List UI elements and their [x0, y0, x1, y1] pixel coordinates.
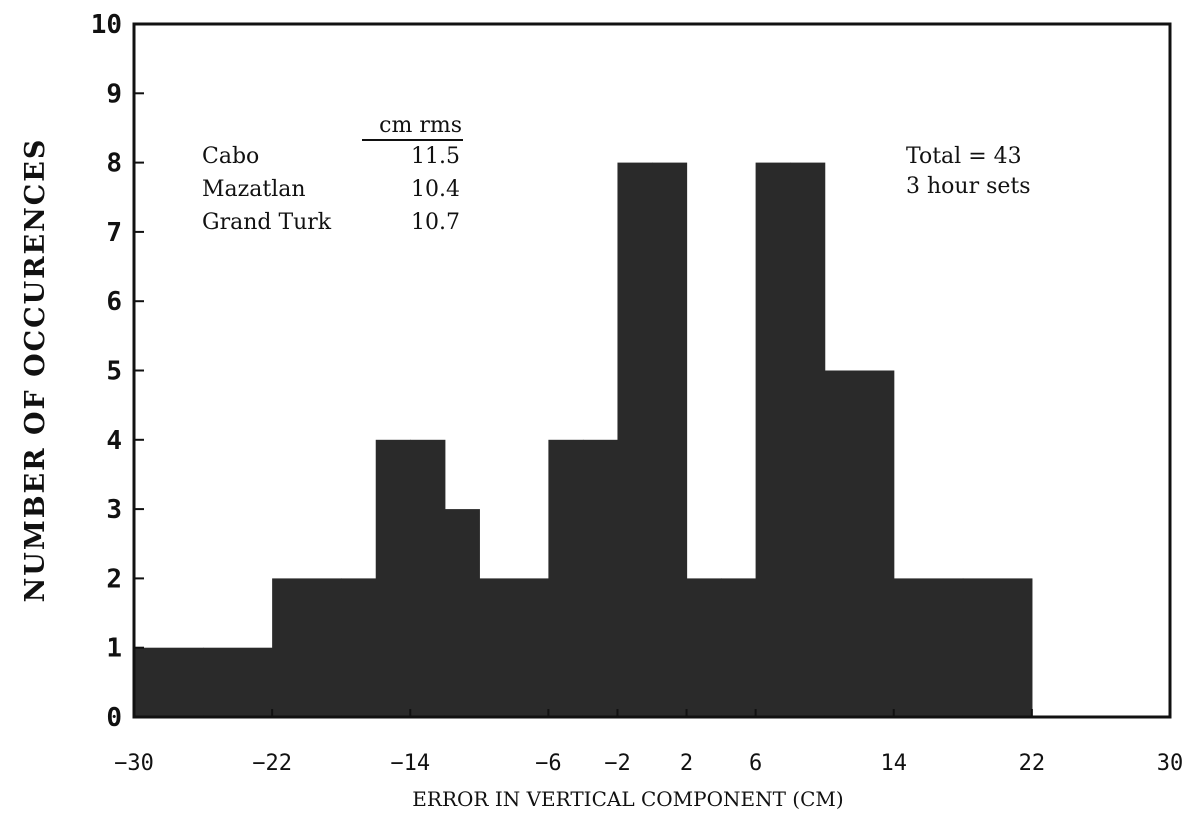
histogram-bar — [859, 370, 895, 717]
histogram-bar — [582, 439, 619, 717]
x-tick-label: −14 — [390, 751, 430, 776]
x-tick-label: 2 — [680, 751, 693, 776]
bars-group — [134, 162, 1033, 718]
y-axis-title: NUMBER OF OCCURENCES — [20, 138, 51, 603]
histogram-bar — [444, 509, 480, 717]
y-tick-label: 0 — [106, 703, 122, 733]
y-tick-label: 4 — [106, 426, 122, 456]
rms-row-mazatlan-name: Mazatlan — [202, 177, 306, 202]
x-tick-label: −22 — [252, 751, 292, 776]
rms-row-mazatlan-value: 10.4 — [411, 177, 460, 202]
x-tick-label: 14 — [880, 751, 907, 776]
rms-row-cabo-value: 11.5 — [411, 144, 460, 169]
x-axis-title: ERROR IN VERTICAL COMPONENT (CM) — [412, 787, 843, 811]
rms-row-cabo-name: Cabo — [202, 144, 259, 169]
rms-row-grand-turk-name: Grand Turk — [202, 210, 332, 235]
histogram-bar — [686, 578, 722, 717]
x-tick-label: −2 — [604, 751, 631, 776]
y-tick-label: 7 — [106, 218, 122, 248]
rms-row-grand-turk-value: 10.7 — [411, 210, 460, 235]
y-tick-label: 1 — [106, 634, 122, 664]
total-annotation: Total = 43 3 hour sets — [906, 144, 1031, 199]
y-tick-label: 3 — [106, 495, 122, 525]
histogram-bar — [203, 647, 273, 717]
y-tick-label: 9 — [106, 79, 122, 109]
x-tick-label: −6 — [535, 751, 562, 776]
x-tick-label: 6 — [749, 751, 762, 776]
x-tick-label: −30 — [114, 751, 154, 776]
rms-table: cm rms Cabo 11.5 Mazatlan 10.4 Grand Tur… — [202, 113, 463, 235]
rms-header: cm rms — [379, 113, 462, 138]
histogram-bar — [134, 647, 204, 717]
total-line-2: 3 hour sets — [906, 174, 1031, 199]
histogram-bar — [548, 439, 584, 717]
histogram-bar — [272, 578, 342, 717]
histogram-bar — [479, 578, 549, 717]
y-tick-label: 5 — [106, 357, 122, 387]
histogram-bar — [652, 162, 688, 718]
histogram-bar — [755, 162, 791, 718]
histogram-bar — [617, 162, 653, 718]
histogram-bar — [893, 578, 964, 717]
x-tick-label: 30 — [1157, 751, 1184, 776]
histogram-bar — [375, 439, 411, 717]
histogram-bar — [790, 162, 826, 718]
y-tick-label: 6 — [106, 287, 122, 317]
histogram-bar — [410, 439, 446, 717]
total-line-1: Total = 43 — [906, 144, 1022, 169]
y-tick-label: 2 — [106, 564, 122, 594]
histogram-bar — [824, 370, 860, 717]
histogram-bar — [721, 578, 757, 717]
y-tick-label: 10 — [91, 10, 122, 40]
x-tick-label: 22 — [1019, 751, 1046, 776]
y-tick-label: 8 — [106, 149, 122, 179]
histogram-bar — [341, 578, 377, 717]
histogram-bar — [962, 578, 1033, 717]
